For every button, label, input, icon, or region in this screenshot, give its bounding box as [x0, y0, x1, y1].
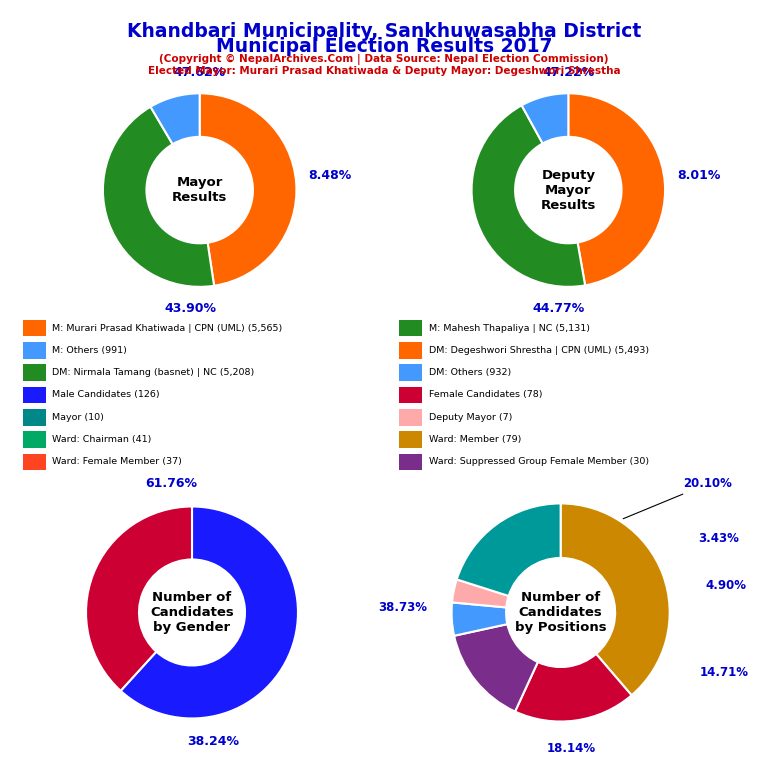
Text: Mayor
Results: Mayor Results: [172, 176, 227, 204]
Wedge shape: [200, 94, 296, 286]
Text: 4.90%: 4.90%: [706, 579, 747, 591]
Text: Mayor (10): Mayor (10): [52, 412, 104, 422]
Text: 61.76%: 61.76%: [145, 477, 197, 490]
Text: Number of
Candidates
by Gender: Number of Candidates by Gender: [150, 591, 234, 634]
Wedge shape: [568, 94, 665, 286]
Text: Ward: Suppressed Group Female Member (30): Ward: Suppressed Group Female Member (30…: [429, 457, 649, 466]
Wedge shape: [452, 579, 508, 607]
Text: 8.48%: 8.48%: [309, 169, 352, 182]
Wedge shape: [121, 507, 298, 718]
Text: DM: Others (932): DM: Others (932): [429, 368, 511, 377]
FancyBboxPatch shape: [399, 432, 422, 448]
Text: 38.73%: 38.73%: [378, 601, 427, 614]
Text: M: Mahesh Thapaliya | NC (5,131): M: Mahesh Thapaliya | NC (5,131): [429, 323, 590, 333]
Wedge shape: [151, 94, 200, 144]
FancyBboxPatch shape: [23, 432, 46, 448]
Wedge shape: [515, 654, 631, 721]
Text: Khandbari Municipality, Sankhuwasabha District: Khandbari Municipality, Sankhuwasabha Di…: [127, 22, 641, 41]
Text: Deputy
Mayor
Results: Deputy Mayor Results: [541, 169, 596, 211]
Text: 38.24%: 38.24%: [187, 735, 239, 748]
Text: Female Candidates (78): Female Candidates (78): [429, 390, 542, 399]
FancyBboxPatch shape: [23, 409, 46, 425]
Text: 44.77%: 44.77%: [532, 302, 584, 315]
Wedge shape: [521, 94, 568, 144]
Text: Ward: Chairman (41): Ward: Chairman (41): [52, 435, 151, 444]
Text: 8.01%: 8.01%: [677, 169, 720, 182]
Text: Number of
Candidates
by Positions: Number of Candidates by Positions: [515, 591, 607, 634]
Text: 43.90%: 43.90%: [164, 302, 216, 315]
FancyBboxPatch shape: [23, 342, 46, 359]
Text: Ward: Member (79): Ward: Member (79): [429, 435, 521, 444]
FancyBboxPatch shape: [399, 365, 422, 381]
FancyBboxPatch shape: [399, 319, 422, 336]
Wedge shape: [103, 107, 214, 286]
Text: M: Murari Prasad Khatiwada | CPN (UML) (5,565): M: Murari Prasad Khatiwada | CPN (UML) (…: [52, 323, 283, 333]
Text: 47.22%: 47.22%: [542, 65, 594, 78]
FancyBboxPatch shape: [399, 387, 422, 403]
FancyBboxPatch shape: [23, 454, 46, 470]
Wedge shape: [86, 507, 192, 691]
Text: 14.71%: 14.71%: [700, 666, 749, 679]
FancyBboxPatch shape: [23, 387, 46, 403]
Text: DM: Nirmala Tamang (basnet) | NC (5,208): DM: Nirmala Tamang (basnet) | NC (5,208): [52, 368, 254, 377]
FancyBboxPatch shape: [399, 342, 422, 359]
FancyBboxPatch shape: [399, 409, 422, 425]
Wedge shape: [452, 602, 508, 636]
FancyBboxPatch shape: [23, 365, 46, 381]
FancyBboxPatch shape: [399, 454, 422, 470]
Text: Male Candidates (126): Male Candidates (126): [52, 390, 160, 399]
Text: 18.14%: 18.14%: [547, 743, 596, 755]
Wedge shape: [457, 504, 561, 596]
Text: Municipal Election Results 2017: Municipal Election Results 2017: [216, 37, 552, 56]
Text: 47.62%: 47.62%: [174, 65, 226, 78]
Text: (Copyright © NepalArchives.Com | Data Source: Nepal Election Commission): (Copyright © NepalArchives.Com | Data So…: [159, 54, 609, 65]
Text: 20.10%: 20.10%: [623, 477, 733, 518]
Text: Ward: Female Member (37): Ward: Female Member (37): [52, 457, 182, 466]
Text: M: Others (991): M: Others (991): [52, 346, 127, 355]
FancyBboxPatch shape: [23, 319, 46, 336]
Text: 3.43%: 3.43%: [698, 531, 740, 545]
Wedge shape: [454, 624, 538, 711]
Wedge shape: [561, 504, 670, 695]
Text: Deputy Mayor (7): Deputy Mayor (7): [429, 412, 512, 422]
Text: Elected Mayor: Murari Prasad Khatiwada & Deputy Mayor: Degeshwori Shrestha: Elected Mayor: Murari Prasad Khatiwada &…: [147, 66, 621, 76]
Text: DM: Degeshwori Shrestha | CPN (UML) (5,493): DM: Degeshwori Shrestha | CPN (UML) (5,4…: [429, 346, 649, 355]
Wedge shape: [472, 105, 585, 286]
